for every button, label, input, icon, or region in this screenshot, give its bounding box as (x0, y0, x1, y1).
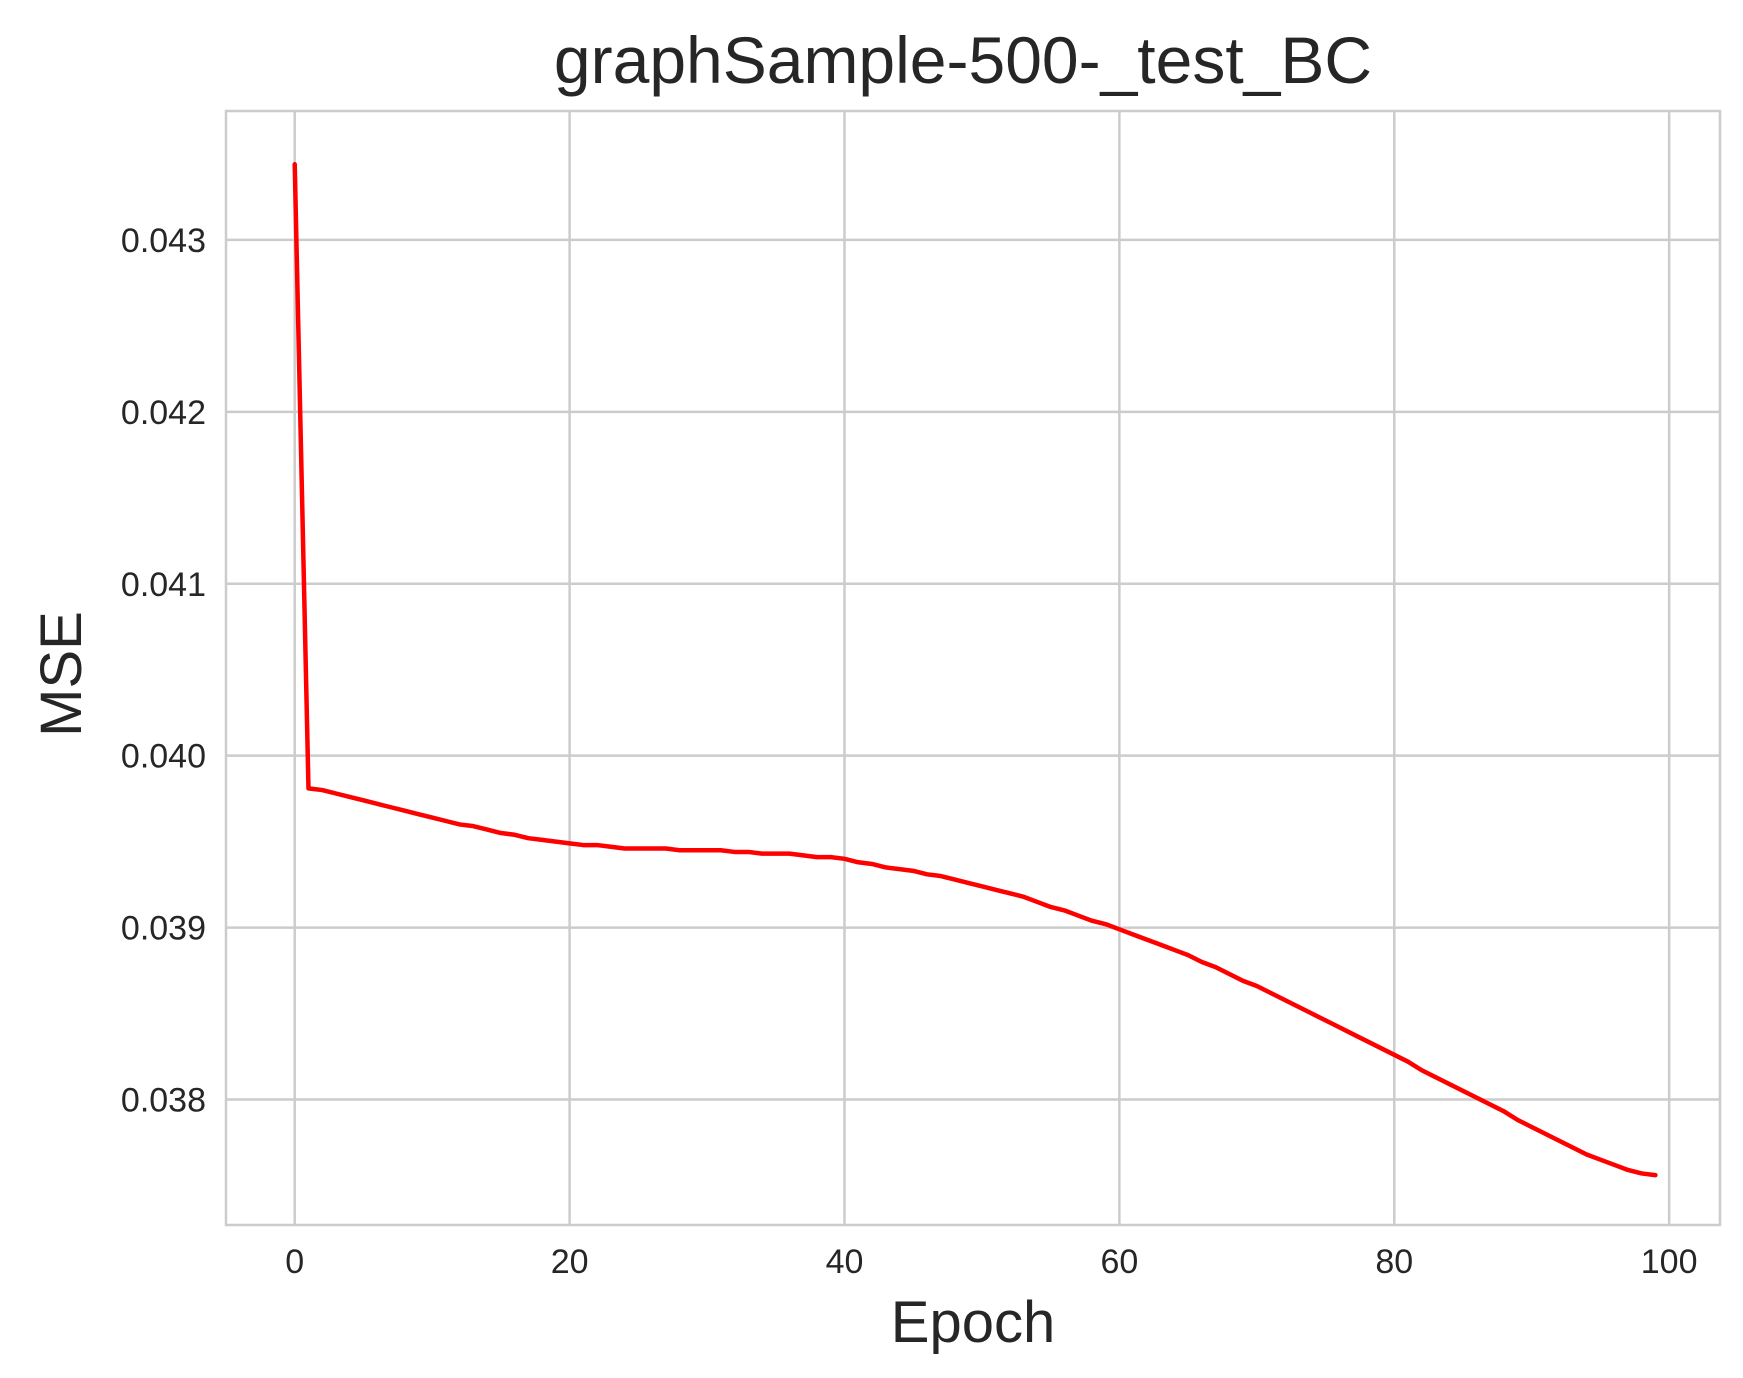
chart-title: graphSample-500-_test_BC (554, 23, 1372, 97)
series-layer (292, 162, 1658, 1178)
y-tick-label: 0.038 (121, 1082, 206, 1120)
x-tick-label: 60 (1100, 1243, 1138, 1281)
y-tick-label: 0.040 (121, 738, 206, 776)
x-tick-label: 40 (826, 1243, 864, 1281)
x-tick-labels: 0 20 40 60 80 100 (285, 1243, 1697, 1281)
plot-frame (224, 109, 1722, 1227)
y-tick-label: 0.041 (121, 566, 206, 604)
x-tick-label: 20 (551, 1243, 589, 1281)
x-axis-label: Epoch (891, 1290, 1055, 1355)
x-tick-label: 80 (1375, 1243, 1413, 1281)
y-tick-labels: 0.038 0.039 0.040 0.041 0.042 0.043 (121, 222, 206, 1120)
y-tick-label: 0.043 (121, 222, 206, 260)
y-tick-label: 0.039 (121, 910, 206, 948)
x-tick-label: 100 (1641, 1243, 1698, 1281)
x-tick-label: 0 (285, 1243, 304, 1281)
grid (226, 111, 1720, 1225)
y-tick-label: 0.042 (121, 394, 206, 432)
y-axis-label: MSE (29, 611, 94, 737)
series-line (292, 162, 1658, 1178)
